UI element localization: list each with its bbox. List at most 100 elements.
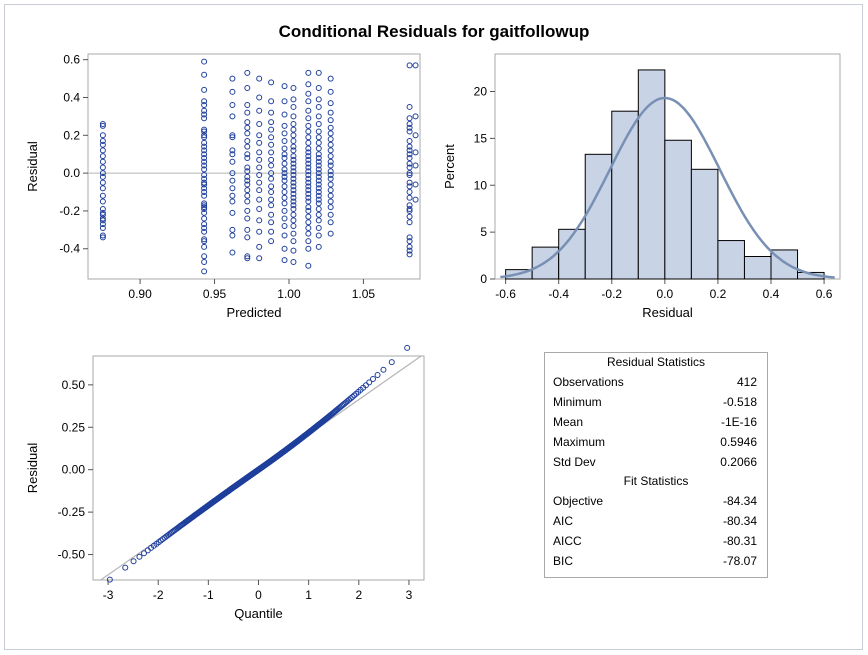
scatter-point [281,83,288,90]
stat-label: BIC [553,554,574,568]
stat-label: AIC [553,514,574,528]
stat-row: Minimum -0.518 [545,392,767,412]
scatter-point [268,98,275,105]
scatter-point [290,103,297,110]
scatter-point [281,245,288,252]
scatter-point [244,137,251,144]
y-tick-label: 10 [474,178,488,192]
scatter-point [281,170,288,177]
stat-label: Objective [553,494,604,508]
scatter-point [244,253,251,260]
x-tick-label: -0.4 [548,287,569,301]
scatter-point [201,209,208,216]
scatter-point [281,257,288,264]
statistics-table: Residual Statistics Observations 412 Mini… [544,352,768,578]
scatter-point [244,85,251,92]
scatter-point [256,179,263,186]
stat-row: Maximum 0.5946 [545,432,767,452]
y-tick-label: 0.25 [62,420,86,434]
scatter-point [268,79,275,86]
scatter-point [315,154,322,161]
scatter-point [244,151,251,158]
y-tick-label: 0.2 [63,128,80,142]
scatter-point [244,198,251,205]
scatter-point [290,202,297,209]
y-tick-label: 0.50 [62,378,86,392]
scatter-point [290,168,297,175]
scatter-point [201,172,208,179]
scatter-point [281,215,288,222]
scatter-point [244,177,251,184]
qq-x-axis-label: Quantile [234,606,282,621]
scatter-point [406,238,413,245]
scatter-point [256,196,263,203]
scatter-point [99,137,106,144]
scatter-point [281,130,288,137]
stat-value: -80.31 [722,534,757,548]
scatter-point [305,69,312,76]
scatter-point [256,243,263,250]
scatter-point [290,198,297,205]
scatter-point [256,107,263,114]
scatter-point [406,128,413,135]
scatter-point [412,132,419,139]
scatter-point [268,175,275,182]
stat-value: 0.5946 [720,435,757,449]
stat-label: Minimum [553,395,602,409]
scatter-point [268,196,275,203]
scatter-point [406,194,413,201]
scatter-point [290,164,297,171]
scatter-point [201,200,208,207]
scatter-point [244,130,251,137]
scatter-point [327,109,334,116]
scatter-point [305,164,312,171]
scatter-point [99,185,106,192]
scatter-point [315,151,322,158]
scatter-point [268,189,275,196]
scatter-point [268,228,275,235]
stat-row: AIC -80.34 [545,511,767,531]
scatter-point [229,185,236,192]
scatter-point [315,85,322,92]
qq-point [380,366,387,373]
scatter-point [201,158,208,165]
scatter-point [99,132,106,139]
qq-point [366,379,373,386]
scatter-point [244,102,251,109]
scatter-point [256,228,263,235]
histogram-bar [717,240,745,280]
scatter-point [281,166,288,173]
qq-point [347,395,354,402]
scatter-point [268,156,275,163]
scatter-point [412,62,419,69]
scatter-x-axis-label: Predicted [227,305,282,320]
scatter-point [305,145,312,152]
stat-value: -1E-16 [720,415,757,429]
scatter-point [201,192,208,199]
scatter-point [281,122,288,129]
scatter-point [290,113,297,120]
scatter-point [315,166,322,173]
scatter-point [201,107,208,114]
x-tick-label: -0.6 [495,287,516,301]
scatter-point [99,192,106,199]
scatter-point [327,181,334,188]
scatter-point [305,179,312,186]
scatter-point [244,168,251,175]
scatter-point [327,147,334,154]
scatter-point [406,183,413,190]
scatter-point [406,213,413,220]
scatter-point [99,211,106,218]
scatter-point [290,85,297,92]
x-tick-label: 2 [355,588,362,602]
scatter-point [99,153,106,160]
normal-density-curve [500,96,835,279]
scatter-point [327,172,334,179]
scatter-point [229,232,236,239]
x-tick-label: 0 [255,588,262,602]
scatter-point [256,75,263,82]
y-tick-label: 0.00 [62,463,86,477]
scatter-point [305,122,312,129]
scatter-point [315,243,322,250]
scatter-point [244,109,251,116]
